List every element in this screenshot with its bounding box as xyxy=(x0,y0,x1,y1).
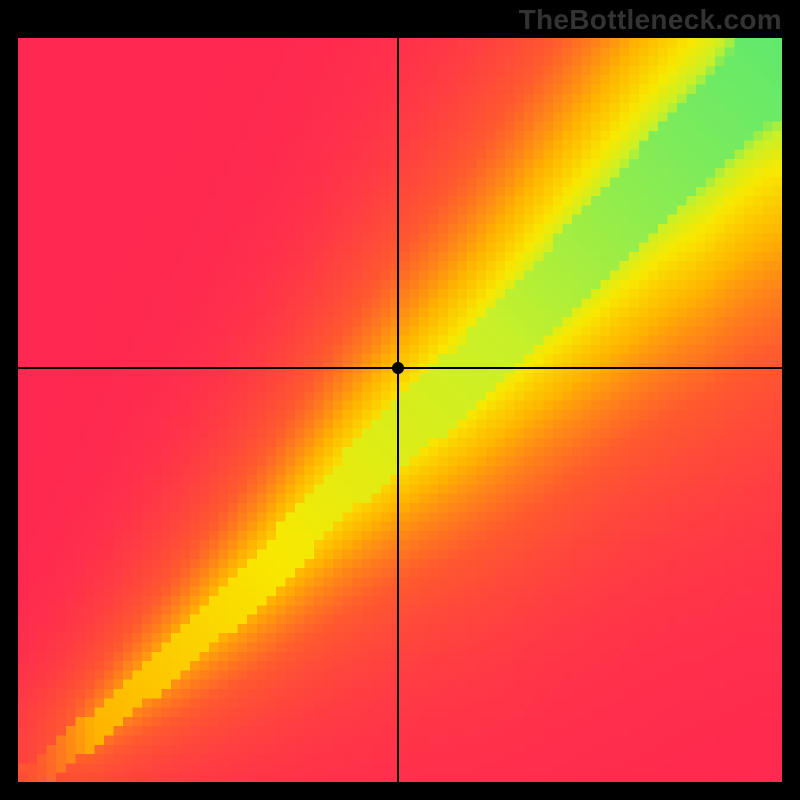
heatmap-canvas xyxy=(18,38,782,782)
crosshair-vertical xyxy=(397,38,399,782)
figure-frame: TheBottleneck.com xyxy=(0,0,800,800)
watermark-text: TheBottleneck.com xyxy=(519,4,782,36)
crosshair-marker xyxy=(392,362,404,374)
plot-area xyxy=(18,38,782,782)
